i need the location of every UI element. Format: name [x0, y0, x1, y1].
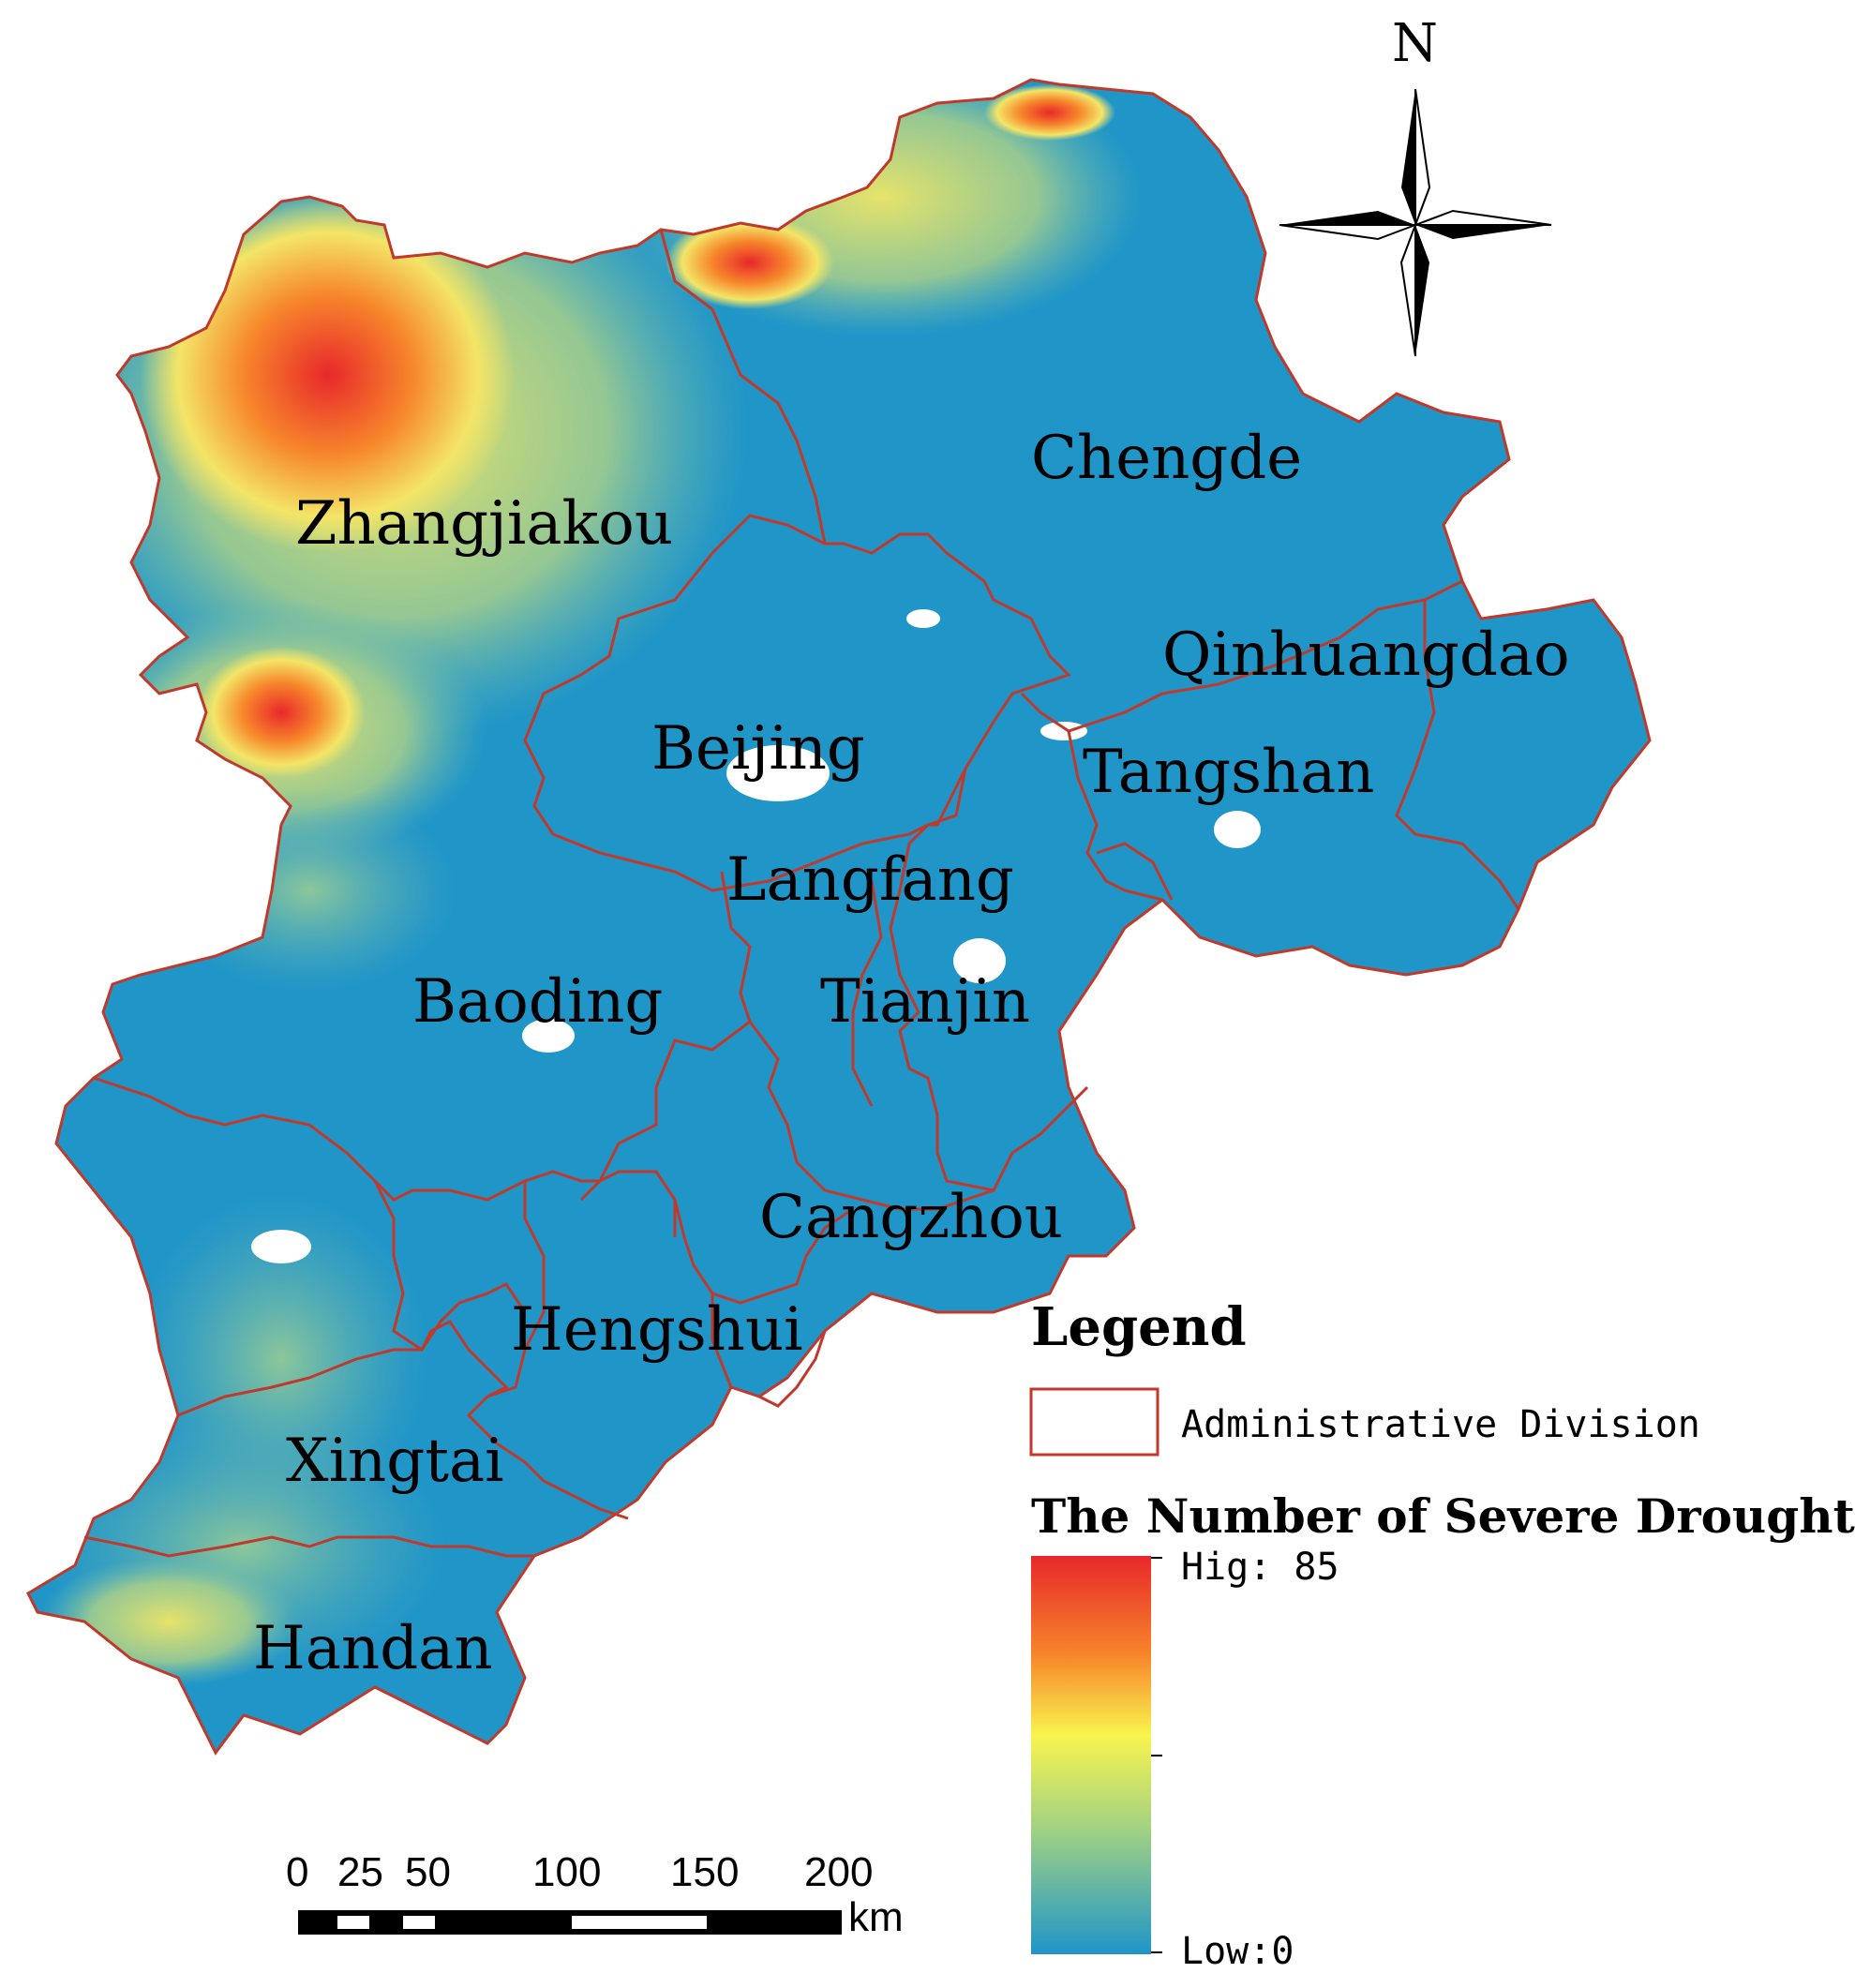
scale-bar: 0 25 50 100 150 200 km: [286, 1849, 904, 1940]
city-label-xingtai: Xingtai: [286, 1427, 504, 1496]
north-arrow: N: [1279, 13, 1552, 357]
legend-boundary-label: Administrative Division: [1181, 1403, 1700, 1446]
legend-ramp-title: The Number of Severe Drought: [1031, 1488, 1855, 1544]
city-label-qinhuangdao: Qinhuangdao: [1162, 620, 1570, 690]
north-arrow-label: N: [1392, 13, 1438, 74]
legend: Legend Administrative Division The Numbe…: [1029, 1296, 1855, 1973]
city-label-langfang: Langfang: [726, 845, 1014, 915]
city-label-tangshan: Tangshan: [1083, 738, 1375, 807]
legend-boundary-swatch: [1029, 1387, 1159, 1457]
scale-tick-100: 100: [532, 1849, 601, 1895]
city-label-cangzhou: Cangzhou: [759, 1183, 1063, 1252]
legend-low-label: Low:0: [1181, 1930, 1294, 1973]
scale-tick-50: 50: [405, 1849, 451, 1895]
legend-title: Legend: [1031, 1296, 1247, 1358]
scale-tick-25: 25: [337, 1849, 383, 1895]
scale-tick-200: 200: [804, 1849, 873, 1895]
city-label-baoding: Baoding: [412, 967, 663, 1037]
legend-high-label: Hig: 85: [1181, 1546, 1339, 1589]
city-label-beijing: Beijing: [651, 714, 865, 784]
scale-unit: km: [848, 1894, 904, 1940]
scale-tick-150: 150: [670, 1849, 739, 1895]
city-label-tianjin: Tianjin: [820, 967, 1030, 1037]
scale-tick-0: 0: [286, 1849, 308, 1895]
admin-boundaries: [26, 78, 1652, 1756]
city-label-handan: Handan: [253, 1614, 493, 1683]
city-label-hengshui: Hengshui: [511, 1295, 803, 1365]
legend-color-ramp: [1031, 1556, 1151, 1954]
city-label-zhangjiakou: Zhangjiakou: [295, 489, 673, 559]
city-label-chengde: Chengde: [1031, 424, 1302, 493]
